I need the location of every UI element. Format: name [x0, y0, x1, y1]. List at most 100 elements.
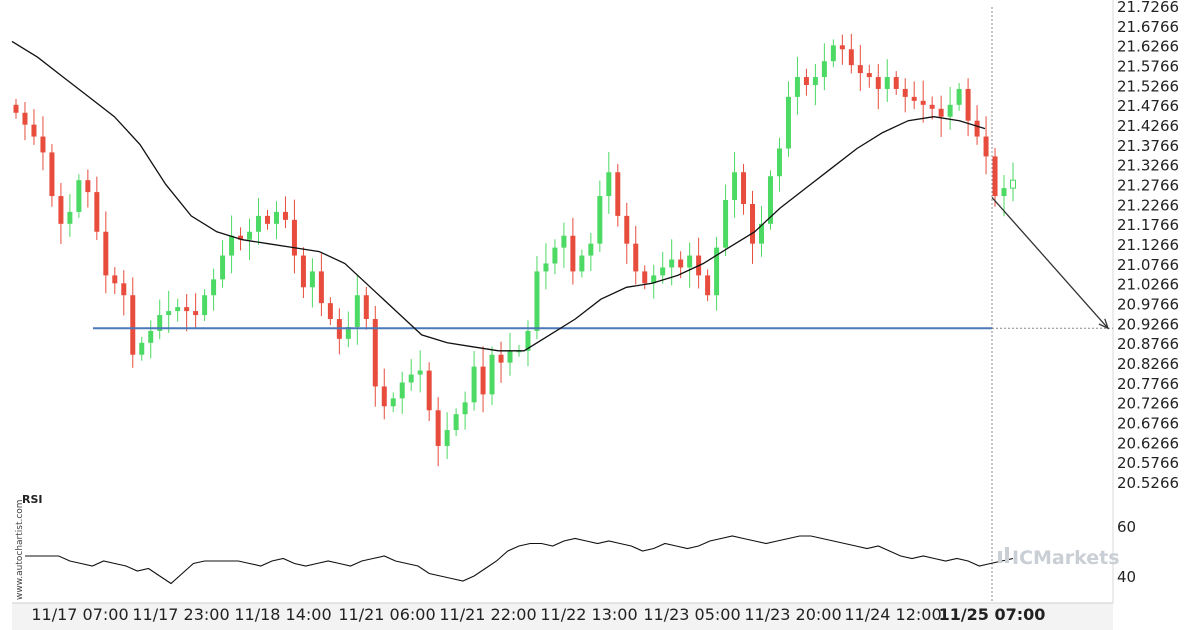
- time-tick-label: 11/18 14:00: [234, 605, 331, 624]
- candle: [992, 148, 998, 207]
- candle: [750, 190, 756, 264]
- candle: [354, 274, 360, 345]
- price-tick-label: 20.5266: [1117, 474, 1179, 492]
- candle: [85, 169, 91, 208]
- candle: [507, 332, 513, 376]
- price-tick-label: 21.1266: [1117, 236, 1179, 254]
- time-tick-label: 11/23 05:00: [643, 605, 740, 624]
- candle: [929, 96, 935, 120]
- candle: [615, 163, 621, 227]
- candle: [1001, 175, 1007, 217]
- price-tick-label: 21.3266: [1117, 157, 1179, 175]
- candle: [327, 297, 333, 325]
- overlays-layer: [11, 7, 1113, 603]
- candle: [965, 78, 971, 137]
- candle: [480, 346, 486, 413]
- candle: [58, 182, 64, 245]
- time-tick-label: 11/22 13:00: [540, 605, 637, 624]
- candle: [714, 236, 720, 311]
- candle: [435, 397, 441, 467]
- candle: [821, 43, 827, 91]
- candle: [40, 116, 46, 171]
- candle: [139, 336, 145, 361]
- candle: [13, 98, 19, 119]
- candles-layer: [13, 33, 1016, 467]
- candle: [336, 308, 342, 355]
- candle: [498, 341, 504, 383]
- price-tick-label: 21.2266: [1117, 196, 1179, 214]
- price-tick-label: 20.7266: [1117, 395, 1179, 413]
- candle: [947, 86, 953, 130]
- time-axis: 11/17 07:00 11/17 23:00 11/18 14:00 11/21 0…: [31, 605, 1045, 624]
- price-tick-label: 20.6266: [1117, 434, 1179, 452]
- candle: [983, 116, 989, 175]
- price-tick-label: 20.9766: [1117, 296, 1179, 314]
- candle: [273, 201, 279, 240]
- candle: [956, 83, 962, 111]
- candle: [291, 199, 297, 274]
- projection-arrow: [991, 196, 1109, 329]
- candle: [471, 351, 477, 411]
- candle: [633, 225, 639, 285]
- candle: [696, 237, 702, 289]
- candle: [579, 249, 585, 278]
- candle: [202, 289, 208, 322]
- candle: [588, 232, 594, 272]
- candle: [857, 44, 863, 91]
- candle: [803, 68, 809, 96]
- candle: [372, 305, 378, 407]
- candle: [309, 258, 315, 308]
- candle: [417, 350, 423, 393]
- candle: [121, 270, 127, 316]
- candle: [247, 218, 253, 260]
- candle: [705, 269, 711, 302]
- brand-watermark: ICMarkets: [1012, 547, 1120, 569]
- candle: [1010, 162, 1016, 202]
- candle: [426, 362, 432, 421]
- candle: [112, 267, 118, 295]
- candle: [148, 320, 154, 359]
- price-tick-label: 21.6766: [1117, 18, 1179, 36]
- projection-arrowhead: [1098, 318, 1110, 330]
- price-tick-label: 20.8266: [1117, 355, 1179, 373]
- candle: [166, 290, 172, 333]
- price-tick-label: 21.5766: [1117, 58, 1179, 76]
- candle: [687, 242, 693, 288]
- candle: [920, 80, 926, 123]
- candle: [399, 371, 405, 414]
- time-tick-label: 11/23 20:00: [744, 605, 841, 624]
- candle: [300, 247, 306, 298]
- candle: [229, 215, 235, 274]
- candle: [103, 211, 109, 294]
- price-tick-label: 21.1766: [1117, 216, 1179, 234]
- price-tick-label: 21.0266: [1117, 276, 1179, 294]
- candle: [884, 59, 890, 103]
- candle: [22, 102, 28, 141]
- rsi-panel: 60 40: [25, 518, 1136, 586]
- candle: [732, 152, 738, 218]
- candle: [606, 152, 612, 214]
- candle: [974, 105, 980, 145]
- candle: [543, 243, 549, 290]
- candle: [839, 34, 845, 65]
- time-tick-label: 11/24 12:00: [844, 605, 941, 624]
- candle: [866, 64, 872, 88]
- candle: [525, 320, 531, 367]
- candle: [193, 293, 199, 329]
- candle: [642, 265, 648, 290]
- candle: [345, 311, 351, 348]
- candle: [651, 264, 657, 299]
- time-tick-label: 11/17 23:00: [132, 605, 229, 624]
- candle: [94, 176, 100, 241]
- candle: [767, 170, 773, 230]
- candle: [723, 184, 729, 256]
- rsi-tick-label: 40: [1117, 568, 1136, 586]
- price-tick-label: 21.5266: [1117, 77, 1179, 95]
- time-tick-label: 11/21 22:00: [439, 605, 536, 624]
- candle: [76, 174, 82, 218]
- price-tick-label: 21.4266: [1117, 117, 1179, 135]
- brand-logo: ICMarkets: [998, 547, 1120, 569]
- price-tick-label: 20.5766: [1117, 454, 1179, 472]
- candle: [660, 251, 666, 284]
